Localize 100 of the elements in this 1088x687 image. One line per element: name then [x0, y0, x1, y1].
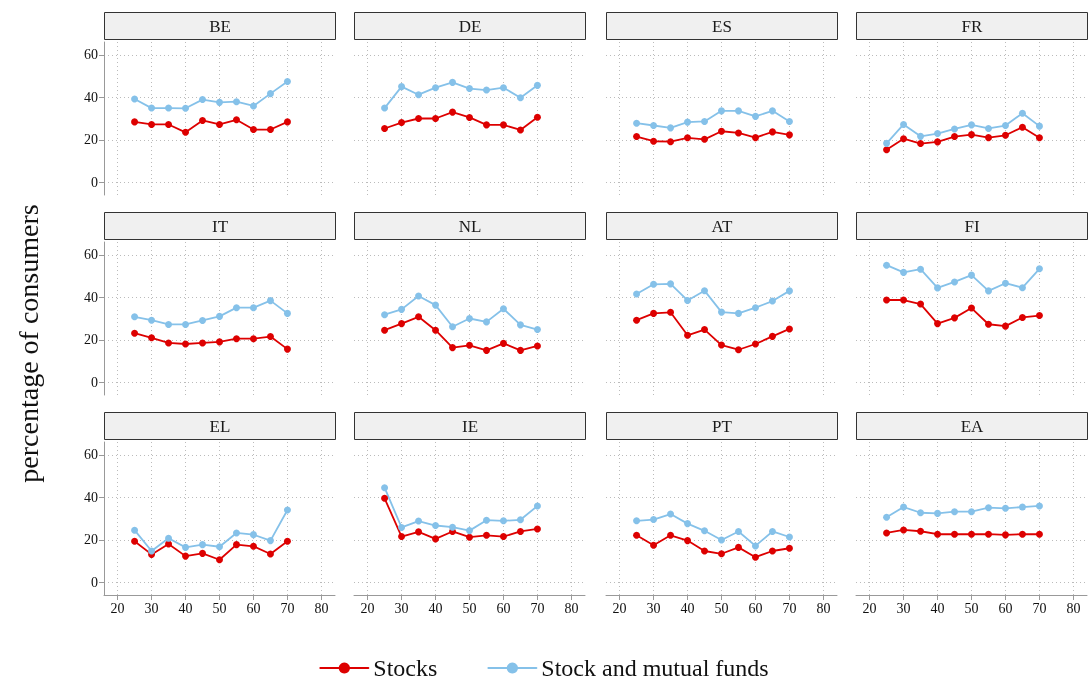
point: [266, 333, 274, 341]
y-tick-label: 0: [91, 574, 98, 590]
point: [667, 124, 675, 132]
point: [283, 118, 291, 126]
point: [934, 320, 942, 328]
point: [701, 287, 709, 295]
point: [249, 102, 257, 110]
x-tick-label: 30: [646, 600, 661, 616]
point: [249, 304, 257, 312]
point: [232, 529, 240, 537]
chart-title: IT: [211, 216, 229, 236]
point: [968, 508, 975, 516]
y-tick-label: 40: [84, 89, 98, 105]
point: [249, 335, 257, 343]
point: [499, 517, 507, 525]
point: [432, 301, 440, 309]
x-tick-label: 60: [748, 600, 763, 616]
point: [1035, 530, 1043, 538]
point: [768, 547, 776, 555]
point: [432, 535, 440, 543]
point: [499, 533, 507, 541]
point: [883, 529, 891, 537]
point: [482, 86, 490, 94]
point: [499, 339, 507, 347]
point: [1035, 122, 1043, 130]
point: [1001, 322, 1009, 330]
point: [199, 96, 207, 104]
x-tick-label: 20: [612, 600, 627, 616]
point: [199, 116, 207, 124]
point: [533, 342, 541, 350]
point: [182, 543, 190, 551]
point: [249, 531, 257, 539]
point: [883, 296, 891, 304]
x-tick-label: 50: [714, 600, 729, 616]
point: [751, 340, 759, 348]
x-tick-label: 80: [1066, 600, 1081, 616]
point: [182, 320, 190, 328]
point: [216, 556, 223, 564]
point: [165, 339, 173, 347]
point: [917, 509, 925, 517]
point: [398, 523, 406, 531]
point: [266, 297, 274, 305]
y-tick-label: 20: [84, 532, 98, 548]
point: [466, 315, 473, 322]
point: [283, 78, 291, 86]
point: [398, 320, 406, 328]
point: [232, 116, 240, 124]
point: [785, 287, 793, 295]
point: [718, 127, 725, 135]
point: [165, 120, 173, 128]
point: [968, 530, 975, 538]
point: [516, 527, 524, 535]
point: [381, 326, 389, 334]
point: [768, 527, 776, 535]
point: [951, 530, 959, 538]
point: [900, 503, 908, 511]
point: [1035, 502, 1043, 510]
legend-label: Stocks: [373, 655, 438, 681]
point: [684, 537, 692, 545]
point: [701, 117, 709, 125]
point: [968, 121, 975, 129]
point: [216, 543, 223, 551]
point: [768, 128, 776, 136]
point: [415, 528, 423, 536]
point: [968, 304, 975, 312]
point: [499, 121, 507, 129]
point: [1018, 284, 1026, 292]
y-tick-label: 40: [84, 289, 98, 305]
chart-title: PT: [712, 416, 733, 436]
point: [533, 113, 541, 121]
point: [1018, 109, 1026, 117]
point: [432, 115, 440, 122]
point: [984, 287, 992, 295]
x-tick-label: 70: [1032, 600, 1047, 616]
point: [466, 527, 473, 535]
point: [232, 541, 240, 549]
point: [482, 531, 490, 539]
point: [482, 318, 490, 326]
point: [934, 284, 942, 292]
point: [785, 325, 793, 333]
point: [900, 135, 908, 143]
point: [182, 104, 190, 112]
legend-label: Stock and mutual funds: [541, 655, 769, 681]
point: [216, 312, 223, 320]
point: [951, 508, 959, 516]
point: [466, 113, 473, 121]
point: [934, 138, 942, 146]
point: [232, 98, 240, 106]
point: [449, 78, 457, 86]
point: [650, 541, 658, 549]
y-tick-label: 20: [84, 332, 98, 348]
point: [734, 107, 742, 115]
point: [917, 527, 925, 535]
point: [283, 506, 291, 514]
point: [667, 510, 675, 518]
point: [768, 332, 776, 340]
point: [199, 339, 207, 347]
point: [751, 553, 759, 561]
point: [900, 296, 908, 304]
point: [266, 550, 274, 558]
